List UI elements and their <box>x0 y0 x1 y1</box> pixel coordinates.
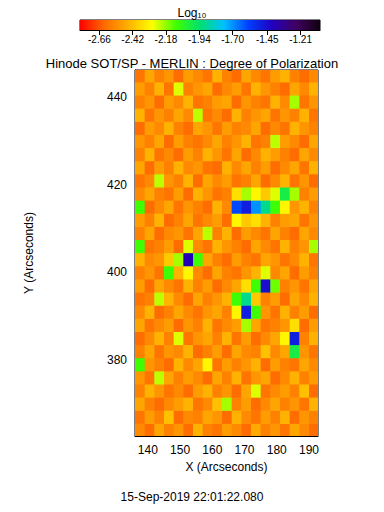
svg-text:380: 380 <box>107 353 127 367</box>
svg-text:420: 420 <box>107 178 127 192</box>
svg-text:Hinode SOT/SP - MERLIN : Degre: Hinode SOT/SP - MERLIN : Degree of Polar… <box>46 56 338 71</box>
svg-text:150: 150 <box>170 443 190 457</box>
svg-text:X (Arcseconds): X (Arcseconds) <box>185 460 267 474</box>
svg-text:140: 140 <box>138 443 158 457</box>
svg-text:440: 440 <box>107 90 127 104</box>
svg-text:-2.18: -2.18 <box>155 34 178 45</box>
svg-text:-2.42: -2.42 <box>121 34 144 45</box>
svg-text:170: 170 <box>235 443 255 457</box>
svg-text:190: 190 <box>299 443 319 457</box>
svg-text:-1.70: -1.70 <box>221 34 244 45</box>
svg-text:Y (Arcseconds): Y (Arcseconds) <box>22 212 36 294</box>
svg-text:160: 160 <box>202 443 222 457</box>
svg-text:15-Sep-2019 22:01:22.080: 15-Sep-2019 22:01:22.080 <box>121 490 264 504</box>
svg-text:-1.45: -1.45 <box>256 34 279 45</box>
svg-text:-1.21: -1.21 <box>289 34 312 45</box>
svg-text:-2.66: -2.66 <box>88 34 111 45</box>
svg-text:Log₁₀: Log₁₀ <box>177 6 206 20</box>
svg-text:400: 400 <box>107 265 127 279</box>
svg-text:-1.94: -1.94 <box>188 34 211 45</box>
svg-text:180: 180 <box>267 443 287 457</box>
